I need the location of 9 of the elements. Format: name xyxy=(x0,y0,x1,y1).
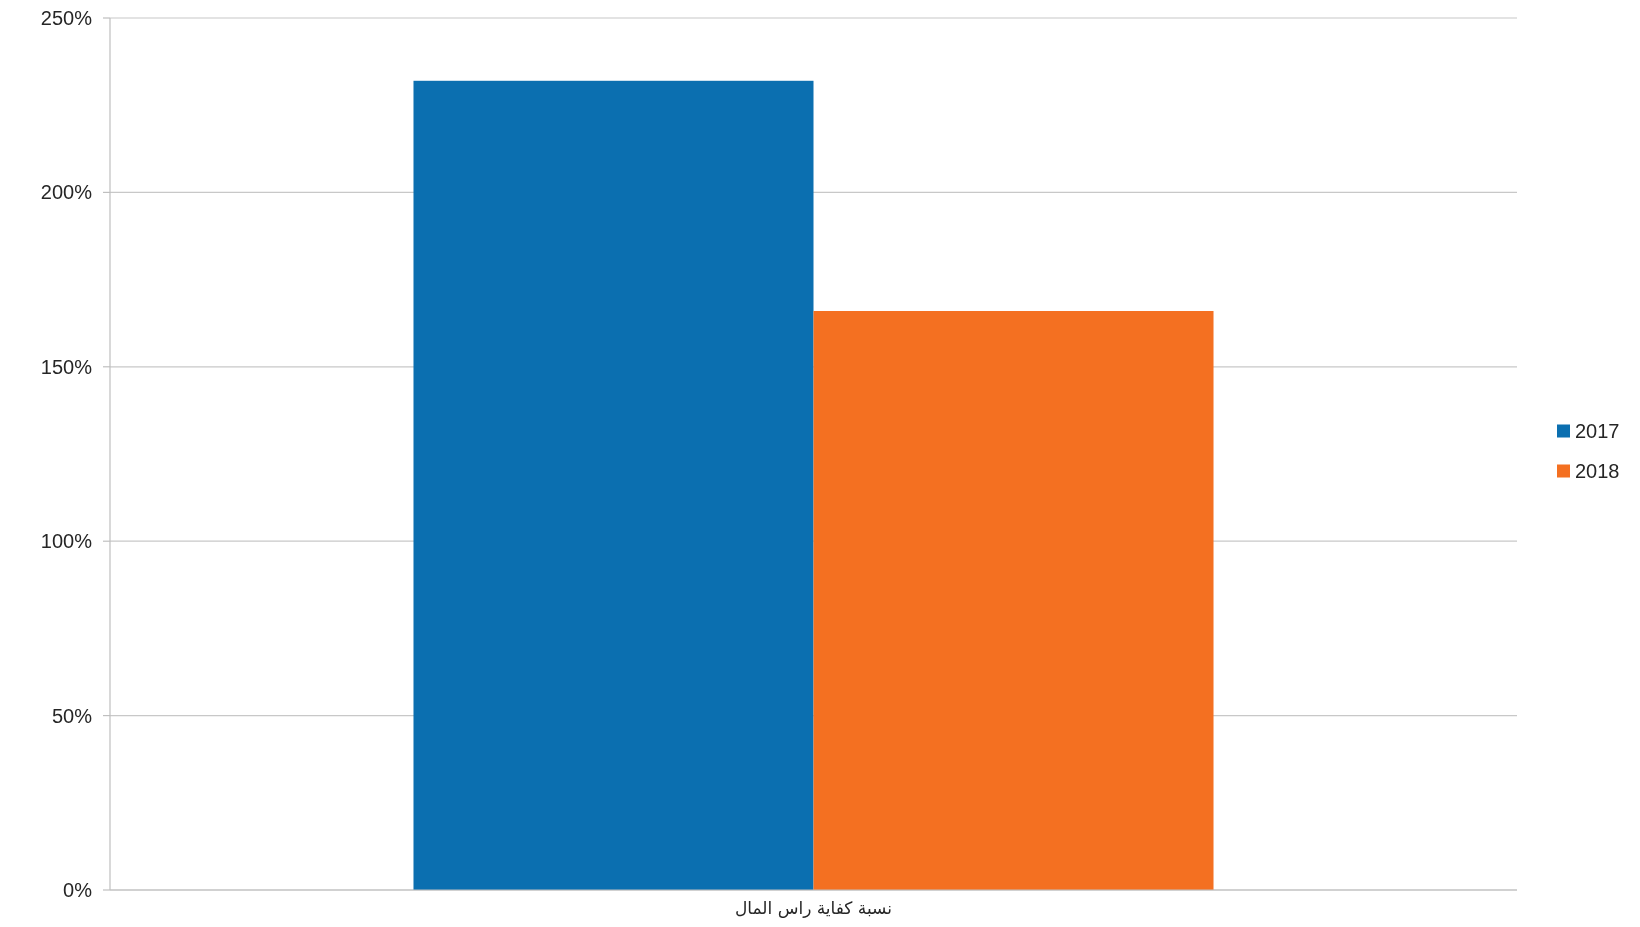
y-tick-label: 0% xyxy=(63,879,92,901)
y-tick-label: 50% xyxy=(51,704,92,727)
x-tick-label: نسبة كفاية راس المال xyxy=(735,898,892,918)
y-tick-label: 250% xyxy=(40,7,92,29)
y-tick-label: 200% xyxy=(40,181,92,204)
y-tick-label: 100% xyxy=(40,530,92,553)
legend-label: 2017 xyxy=(1575,420,1620,442)
y-tick-label: 150% xyxy=(40,355,92,378)
legend-label: 2018 xyxy=(1575,460,1620,482)
